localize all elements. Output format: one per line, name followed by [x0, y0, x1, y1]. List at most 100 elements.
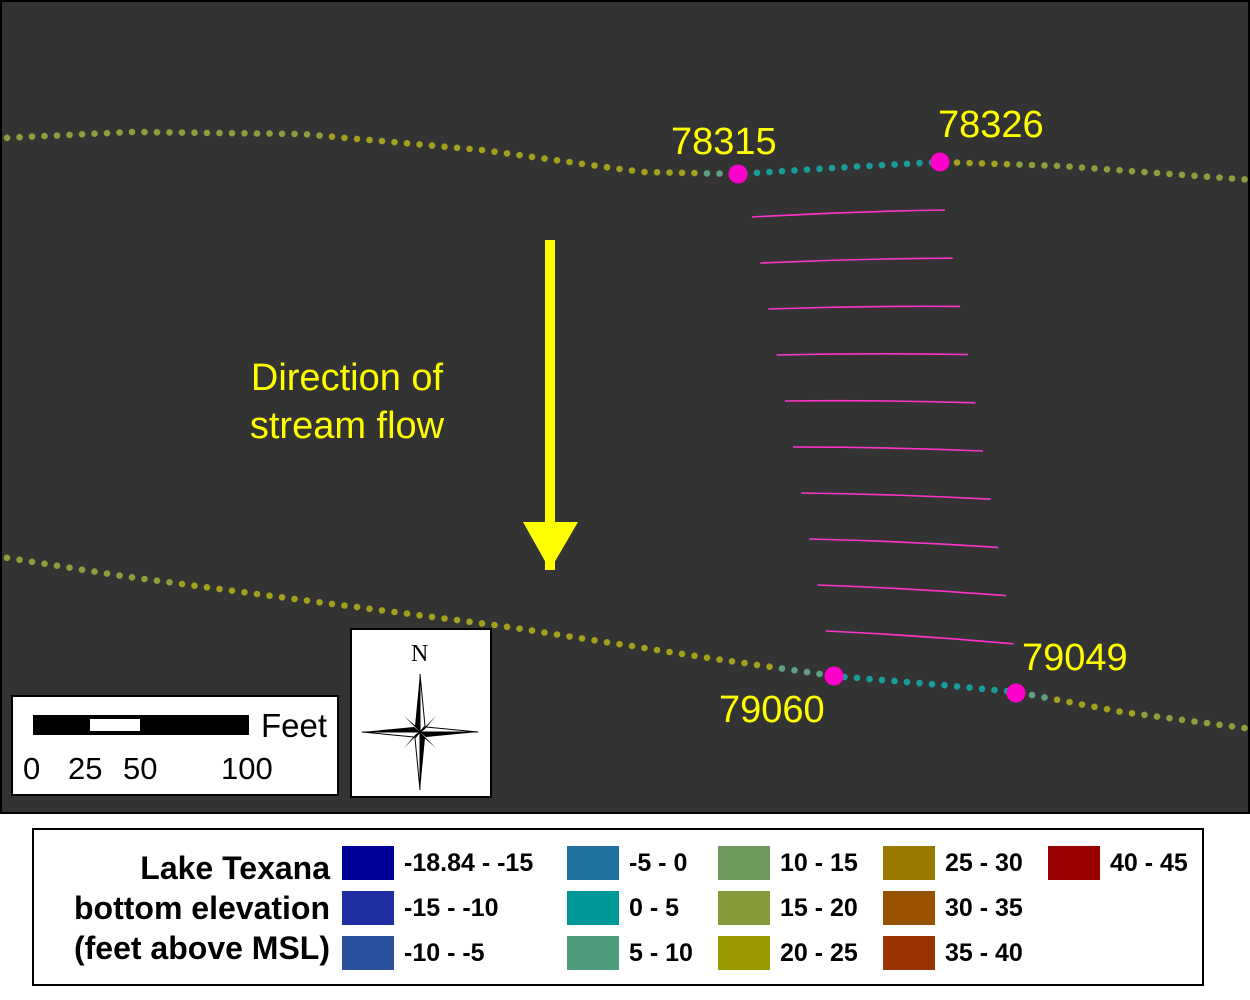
- survey-transect-line: [768, 305, 961, 310]
- shoreline-dot-north: [16, 133, 23, 141]
- shoreline-dot-north: [403, 140, 411, 147]
- flow-label-line-1: Direction of: [250, 357, 444, 399]
- survey-transect-line: [792, 446, 984, 452]
- shoreline-dot-south: [441, 615, 448, 622]
- survey-point-79060: [824, 666, 844, 686]
- shoreline-dot-north: [766, 168, 773, 176]
- shoreline-dot-south: [1216, 721, 1223, 729]
- shoreline-dot-south: [3, 554, 11, 562]
- shoreline-dot-south: [903, 678, 911, 686]
- shoreline-dot-north: [453, 144, 461, 152]
- shoreline-dot-south: [778, 665, 786, 672]
- shoreline-dot-south: [978, 685, 986, 693]
- point-label-78315: 78315: [671, 121, 777, 163]
- shoreline-dot-north: [66, 131, 73, 139]
- shoreline-dot-north: [578, 160, 586, 168]
- legend-range-label: 20 - 25: [780, 939, 858, 967]
- shoreline-dot-south: [991, 686, 998, 694]
- shoreline-dot-south: [416, 612, 423, 619]
- shoreline-dot-north: [41, 132, 48, 140]
- shoreline-dot-south: [253, 590, 261, 598]
- shoreline-dot-south: [203, 584, 211, 591]
- legend-title: Lake Texana bottom elevation (feet above…: [34, 848, 330, 968]
- shoreline-dot-north: [541, 155, 548, 162]
- scale-tick-0: 0: [23, 751, 41, 786]
- shoreline-dot-north: [491, 148, 498, 155]
- shoreline-dot-south: [766, 663, 773, 670]
- legend-swatch: [342, 936, 394, 970]
- shoreline-dot-south: [466, 618, 473, 626]
- shoreline-dot-north: [1166, 170, 1173, 178]
- shoreline-dot-north: [391, 138, 398, 146]
- shoreline-dot-south: [566, 633, 573, 640]
- shoreline-dot-south: [628, 642, 636, 650]
- shoreline-dot-south: [103, 570, 111, 577]
- shoreline-dot-north: [416, 141, 423, 148]
- scale-tick-50: 50: [123, 751, 158, 786]
- point-label-79060: 79060: [719, 689, 825, 731]
- shoreline-dot-north: [1091, 165, 1098, 172]
- shoreline-dot-south: [1078, 701, 1086, 708]
- shoreline-dot-north: [916, 159, 923, 167]
- legend-range-label: 40 - 45: [1110, 849, 1188, 877]
- shoreline-dot-south: [1091, 703, 1098, 711]
- shoreline-dot-south: [1228, 723, 1236, 730]
- shoreline-dot-south: [141, 575, 148, 583]
- shoreline-dot-south: [478, 620, 486, 627]
- shoreline-dot-south: [1153, 713, 1161, 720]
- survey-point-78315: [728, 164, 748, 184]
- shoreline-dot-north: [128, 128, 136, 136]
- shoreline-dot-north: [841, 164, 848, 171]
- shoreline-dot-north: [3, 134, 11, 142]
- shoreline-dot-north: [953, 159, 961, 166]
- shoreline-dot-south: [53, 562, 61, 569]
- survey-transect-line: [801, 492, 991, 500]
- shoreline-dot-north: [1153, 169, 1161, 177]
- shoreline-dot-north: [1066, 163, 1073, 170]
- shoreline-dot-south: [491, 621, 498, 629]
- shoreline-dot-south: [728, 658, 736, 665]
- shoreline-dot-south: [1203, 719, 1211, 727]
- shoreline-dot-south: [1141, 711, 1148, 719]
- shoreline-dot-south: [28, 558, 36, 566]
- legend-swatch: [883, 846, 935, 880]
- shoreline-dot-north: [466, 145, 473, 153]
- legend-swatch: [718, 846, 770, 880]
- shoreline-dot-south: [666, 648, 673, 656]
- shoreline-dot-north: [241, 130, 248, 137]
- legend-swatch: [718, 891, 770, 925]
- flow-label-line-2: stream flow: [249, 405, 445, 447]
- shoreline-dot-south: [1066, 698, 1073, 706]
- shoreline-dot-south: [1166, 714, 1173, 722]
- shoreline-dot-south: [403, 610, 411, 617]
- shoreline-dot-south: [353, 603, 361, 611]
- shoreline-dot-south: [741, 659, 748, 667]
- survey-point-78326: [930, 152, 950, 172]
- shoreline-dot-north: [341, 134, 348, 142]
- shoreline-dot-south: [1116, 708, 1123, 715]
- shoreline-dot-north: [853, 163, 861, 170]
- shoreline-dot-south: [266, 592, 273, 599]
- shoreline-dot-south: [1128, 710, 1136, 717]
- shoreline-dot-south: [91, 568, 98, 575]
- shoreline-dot-south: [291, 595, 298, 603]
- shoreline-dot-north: [78, 131, 86, 138]
- flow-direction-label: Direction of stream flow: [207, 354, 487, 450]
- survey-transect-line: [776, 352, 968, 356]
- shoreline-dot-north: [903, 160, 911, 168]
- shoreline-dot-north: [528, 153, 536, 161]
- shoreline-dot-south: [166, 579, 173, 586]
- shoreline-dot-south: [316, 599, 323, 606]
- shoreline-dot-north: [1028, 161, 1036, 169]
- shoreline-dot-south: [516, 625, 523, 632]
- legend-swatch: [1048, 846, 1100, 880]
- shoreline-dot-south: [228, 587, 236, 594]
- shoreline-dot-north: [1053, 162, 1061, 170]
- shoreline-dot-north: [791, 167, 798, 174]
- shoreline-dot-south: [241, 589, 248, 596]
- shoreline-dot-south: [428, 613, 436, 621]
- shoreline-dot-south: [16, 556, 23, 564]
- legend-swatch: [883, 936, 935, 970]
- shoreline-dot-north: [603, 163, 611, 171]
- shoreline-dot-north: [1241, 176, 1248, 183]
